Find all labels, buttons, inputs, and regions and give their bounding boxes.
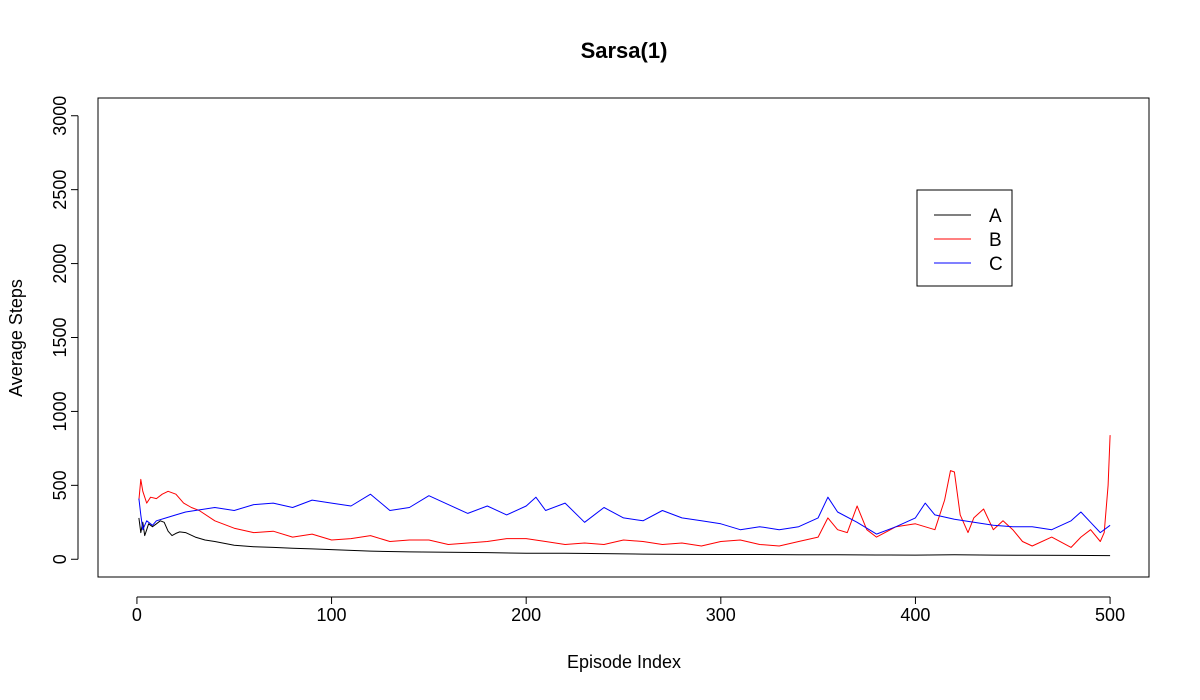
x-axis-label: Episode Index	[567, 652, 681, 672]
legend: ABC	[916, 189, 1013, 287]
series-line-a	[138, 517, 1111, 557]
plot-area	[97, 97, 1150, 578]
x-axis: 0 100 200 300 400 500	[132, 596, 1125, 625]
x-tick-label: 0	[132, 605, 142, 625]
legend-box	[916, 189, 1013, 287]
y-tick-label: 2000	[50, 244, 70, 284]
y-tick-label: 1000	[50, 391, 70, 431]
x-tick-label: 400	[900, 605, 930, 625]
legend-label-b: B	[989, 230, 1002, 251]
legend-label-a: A	[989, 206, 1002, 227]
y-tick-label: 3000	[50, 96, 70, 136]
y-axis-label: Average Steps	[6, 279, 26, 397]
series-layer	[138, 435, 1111, 557]
series-line-c	[138, 493, 1111, 535]
y-tick-label: 500	[50, 470, 70, 500]
y-tick-label: 1500	[50, 317, 70, 357]
x-tick-label: 100	[317, 605, 347, 625]
x-tick-label: 500	[1095, 605, 1125, 625]
y-axis: 0 500 1000 1500 2000 2500 3000	[50, 96, 79, 564]
x-tick-label: 300	[706, 605, 736, 625]
series-line-b	[138, 435, 1111, 548]
x-tick-label: 200	[511, 605, 541, 625]
y-tick-label: 0	[50, 554, 70, 564]
legend-label-c: C	[989, 254, 1003, 275]
y-tick-label: 2500	[50, 170, 70, 210]
chart-title: Sarsa(1)	[581, 38, 668, 63]
plot-frame	[97, 97, 1150, 578]
